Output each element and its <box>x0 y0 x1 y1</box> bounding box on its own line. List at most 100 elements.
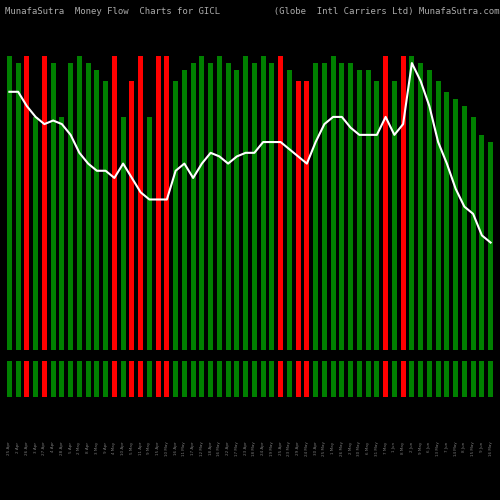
Bar <box>418 361 423 397</box>
Bar <box>418 63 423 350</box>
Bar <box>77 56 82 350</box>
Bar <box>77 361 82 397</box>
Bar <box>120 361 126 397</box>
Bar <box>366 361 370 397</box>
Bar <box>226 63 230 350</box>
Bar <box>488 142 493 350</box>
Bar <box>112 361 117 397</box>
Bar <box>304 81 310 350</box>
Bar <box>138 361 143 397</box>
Bar <box>50 361 56 397</box>
Bar <box>208 361 213 397</box>
Bar <box>173 361 178 397</box>
Bar <box>374 81 380 350</box>
Bar <box>86 361 90 397</box>
Bar <box>480 135 484 350</box>
Bar <box>453 99 458 350</box>
Bar <box>243 56 248 350</box>
Bar <box>330 56 336 350</box>
Bar <box>147 361 152 397</box>
Bar <box>322 361 327 397</box>
Bar <box>68 361 73 397</box>
Bar <box>112 56 117 350</box>
Bar <box>296 361 300 397</box>
Bar <box>182 361 187 397</box>
Bar <box>357 361 362 397</box>
Bar <box>357 70 362 350</box>
Bar <box>488 361 493 397</box>
Bar <box>60 117 64 350</box>
Bar <box>462 361 467 397</box>
Bar <box>296 81 300 350</box>
Bar <box>470 117 476 350</box>
Bar <box>68 63 73 350</box>
Bar <box>330 361 336 397</box>
Bar <box>94 70 100 350</box>
Bar <box>340 63 344 350</box>
Bar <box>7 361 12 397</box>
Bar <box>278 361 283 397</box>
Bar <box>444 361 450 397</box>
Bar <box>340 361 344 397</box>
Bar <box>313 63 318 350</box>
Bar <box>348 63 353 350</box>
Bar <box>200 361 204 397</box>
Bar <box>427 70 432 350</box>
Bar <box>217 56 222 350</box>
Bar <box>400 361 406 397</box>
Bar <box>480 361 484 397</box>
Bar <box>182 70 187 350</box>
Bar <box>86 63 90 350</box>
Bar <box>226 361 230 397</box>
Bar <box>383 56 388 350</box>
Bar <box>436 81 440 350</box>
Bar <box>260 56 266 350</box>
Bar <box>410 56 414 350</box>
Bar <box>130 81 134 350</box>
Bar <box>190 361 196 397</box>
Bar <box>313 361 318 397</box>
Bar <box>24 56 29 350</box>
Bar <box>366 70 370 350</box>
Bar <box>103 361 108 397</box>
Bar <box>164 56 170 350</box>
Bar <box>270 63 274 350</box>
Bar <box>304 361 310 397</box>
Bar <box>217 361 222 397</box>
Bar <box>392 81 397 350</box>
Bar <box>190 63 196 350</box>
Bar <box>156 56 160 350</box>
Bar <box>234 70 240 350</box>
Bar <box>173 81 178 350</box>
Bar <box>260 361 266 397</box>
Bar <box>392 361 397 397</box>
Bar <box>60 361 64 397</box>
Bar <box>200 56 204 350</box>
Bar <box>410 361 414 397</box>
Bar <box>348 361 353 397</box>
Bar <box>287 361 292 397</box>
Bar <box>462 106 467 350</box>
Bar <box>278 56 283 350</box>
Bar <box>24 361 29 397</box>
Bar <box>270 361 274 397</box>
Bar <box>156 361 160 397</box>
Bar <box>164 361 170 397</box>
Bar <box>234 361 240 397</box>
Bar <box>322 63 327 350</box>
Bar <box>16 361 20 397</box>
Bar <box>33 117 38 350</box>
Bar <box>444 92 450 350</box>
Bar <box>208 63 213 350</box>
Bar <box>42 56 47 350</box>
Bar <box>470 361 476 397</box>
Bar <box>7 56 12 350</box>
Bar <box>453 361 458 397</box>
Bar <box>138 56 143 350</box>
Bar <box>16 63 20 350</box>
Bar <box>33 361 38 397</box>
Bar <box>130 361 134 397</box>
Bar <box>120 117 126 350</box>
Bar <box>147 117 152 350</box>
Bar <box>287 70 292 350</box>
